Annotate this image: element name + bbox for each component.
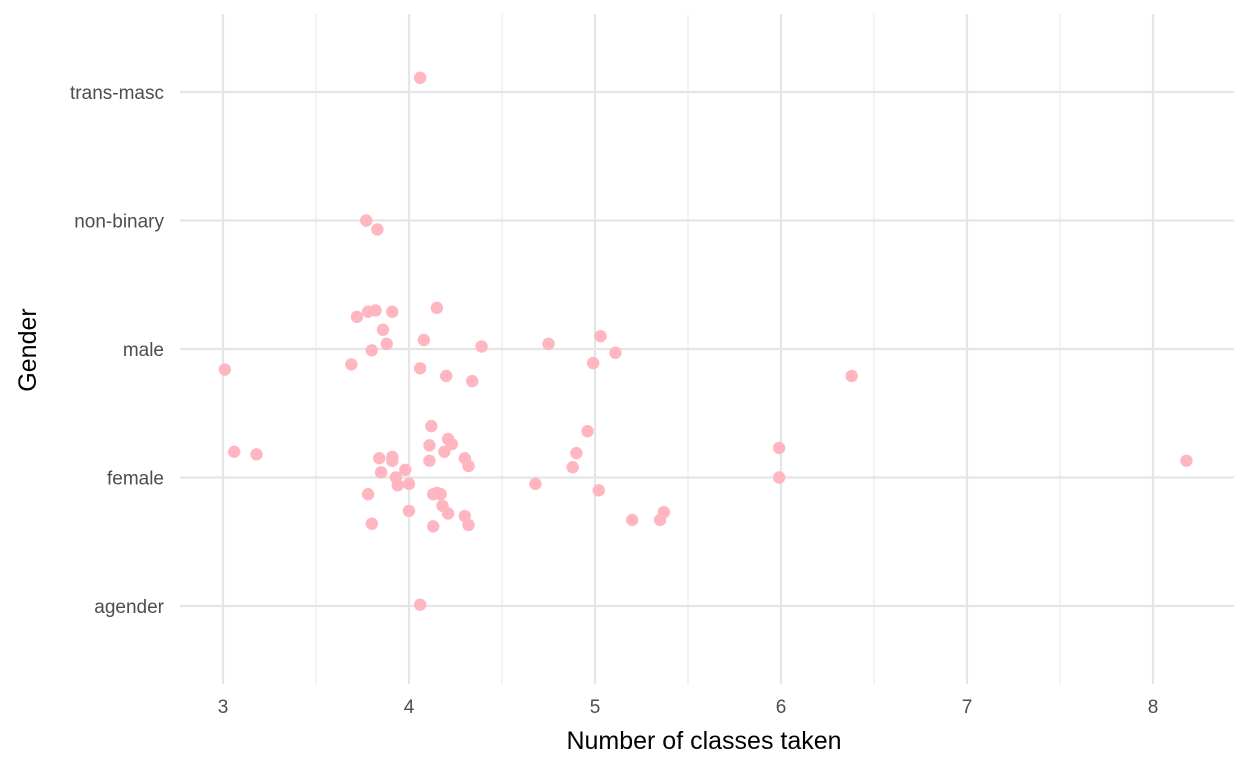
data-point <box>413 598 427 611</box>
data-point <box>361 488 375 501</box>
data-points <box>218 71 1193 611</box>
data-point <box>350 310 364 324</box>
data-point <box>369 304 382 317</box>
data-point <box>445 437 458 451</box>
x-axis-tick-labels: 3 4 5 6 7 8 <box>218 697 1159 718</box>
data-point <box>365 517 378 530</box>
data-point <box>365 344 378 357</box>
y-tick-label: female <box>107 469 164 490</box>
x-tick-label: 8 <box>1148 697 1159 718</box>
x-tick-label: 6 <box>776 697 787 718</box>
data-point <box>426 520 440 533</box>
data-point <box>529 477 542 491</box>
data-point <box>592 484 605 497</box>
x-tick-label: 3 <box>218 697 229 718</box>
x-axis-title: Number of classes taken <box>566 727 841 755</box>
y-tick-label: trans-masc <box>70 83 164 104</box>
data-point <box>586 356 600 370</box>
data-point <box>402 504 416 518</box>
data-point <box>609 346 622 360</box>
data-point <box>374 466 388 479</box>
major-grid <box>180 14 1234 684</box>
y-axis-tick-labels: agender female male non-binary trans-masc <box>70 83 165 618</box>
data-point <box>441 507 455 520</box>
data-point <box>413 362 427 375</box>
data-point <box>371 223 384 236</box>
y-tick-label: male <box>123 340 164 361</box>
data-point <box>594 329 607 343</box>
data-point <box>423 439 436 452</box>
data-point <box>399 463 412 476</box>
data-point <box>423 454 436 467</box>
y-axis-title: Gender <box>14 308 42 391</box>
data-point <box>376 323 390 336</box>
x-tick-label: 5 <box>590 697 601 718</box>
data-point <box>373 452 386 465</box>
data-point <box>653 513 667 527</box>
data-point <box>626 513 639 527</box>
data-point <box>440 369 453 383</box>
data-point <box>466 374 479 388</box>
data-point <box>475 340 488 353</box>
data-point <box>772 471 786 484</box>
data-point <box>542 337 555 351</box>
data-point <box>570 446 583 460</box>
x-tick-label: 4 <box>404 697 415 718</box>
data-point <box>386 305 399 318</box>
data-point <box>386 454 399 467</box>
data-point <box>845 369 858 383</box>
data-point <box>380 337 393 351</box>
data-point <box>566 461 579 474</box>
data-point <box>402 477 416 491</box>
data-point <box>360 214 373 227</box>
data-point <box>434 488 447 501</box>
data-point <box>772 441 786 455</box>
data-point <box>227 445 241 458</box>
data-point <box>345 358 358 371</box>
y-tick-label: agender <box>94 597 164 618</box>
data-point <box>250 448 263 461</box>
x-tick-label: 7 <box>962 697 973 718</box>
data-point <box>391 479 405 492</box>
data-point <box>425 419 438 433</box>
data-point <box>462 459 475 473</box>
data-point <box>218 363 232 376</box>
data-point <box>462 518 475 532</box>
data-point <box>1180 454 1193 467</box>
y-tick-label: non-binary <box>74 212 164 233</box>
data-point <box>413 71 427 85</box>
data-point <box>417 333 431 347</box>
data-point <box>430 301 444 315</box>
data-point <box>581 425 594 438</box>
data-point <box>438 445 451 458</box>
